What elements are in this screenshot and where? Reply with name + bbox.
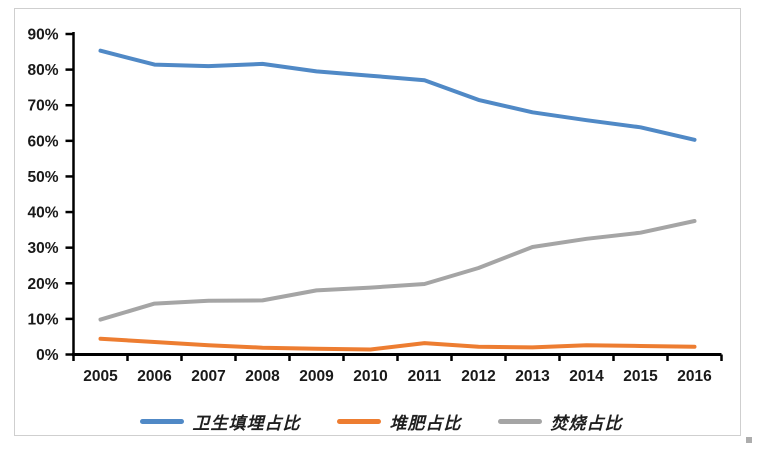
x-axis-tick-label: 2016 — [677, 368, 712, 385]
y-axis-tick-label: 80% — [27, 62, 58, 79]
x-axis-tick-label: 2011 — [408, 368, 442, 385]
chart-frame — [14, 8, 741, 436]
legend-label-landfill: 卫生填埋占比 — [192, 413, 301, 433]
y-axis-tick-label: 20% — [27, 276, 58, 293]
series-line-2 — [98, 219, 697, 322]
y-axis-tick-label: 70% — [27, 98, 58, 115]
x-axis-tick-label: 2014 — [569, 368, 604, 385]
chart-legend: 卫生填埋占比 堆肥占比 焚烧占比 — [0, 407, 762, 435]
legend-item-landfill: 卫生填埋占比 — [139, 409, 301, 434]
y-axis-tick-label: 60% — [27, 133, 58, 150]
corner-artifact-mark — [746, 437, 752, 443]
series-line-1 — [98, 336, 697, 352]
legend-item-compost: 堆肥占比 — [336, 409, 462, 434]
x-axis-tick-label: 2008 — [245, 368, 280, 385]
y-axis-tick-label: 0% — [36, 347, 59, 364]
legend-swatch-incineration — [497, 418, 542, 424]
x-axis-tick-label: 2009 — [299, 368, 334, 385]
y-axis-tick-label: 50% — [27, 169, 58, 186]
x-axis-tick-label: 2010 — [353, 368, 387, 385]
series-line-0 — [98, 48, 697, 142]
legend-label-incineration: 焚烧占比 — [550, 413, 623, 433]
legend-swatch-landfill — [139, 418, 184, 424]
y-axis-tick-label: 40% — [27, 205, 58, 222]
legend-swatch-compost — [336, 418, 381, 424]
x-axis-tick-label: 2013 — [515, 368, 550, 385]
y-axis-tick-label: 10% — [27, 311, 58, 328]
x-axis-tick-label: 2015 — [623, 368, 658, 385]
x-axis-tick-label: 2012 — [461, 368, 495, 385]
x-axis-tick-label: 2007 — [191, 368, 225, 385]
y-axis-tick-label: 90% — [27, 27, 58, 44]
legend-label-compost: 堆肥占比 — [389, 413, 462, 433]
legend-item-incineration: 焚烧占比 — [497, 409, 623, 434]
y-axis-tick-label: 30% — [27, 240, 58, 257]
x-axis-tick-label: 2005 — [83, 368, 118, 385]
x-axis-tick-label: 2006 — [137, 368, 172, 385]
